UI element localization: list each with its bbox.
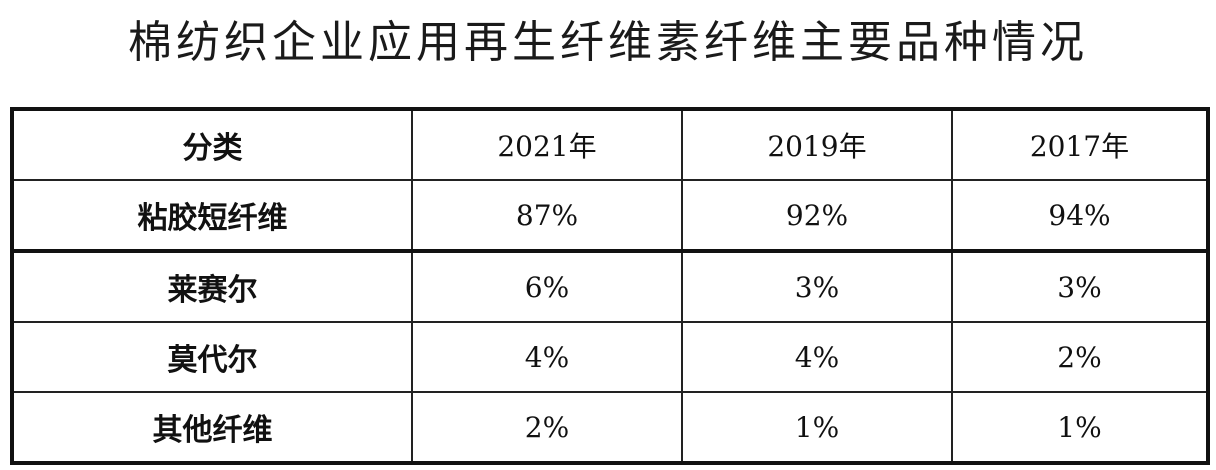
table-cell: 3%	[951, 250, 1209, 323]
data-table: 分类 2021年 2019年 2017年 粘胶短纤维 87% 92% 94% 莱赛尔 6% 3% 3%…	[10, 107, 1210, 465]
table-cell: 4%	[681, 321, 953, 393]
table-cell: 94%	[951, 179, 1209, 253]
column-header: 2021年	[411, 108, 683, 181]
row-label: 其他纤维	[11, 391, 413, 464]
table-title: 棉纺织企业应用再生纤维素纤维主要品种情况	[128, 17, 1088, 68]
table-row: 莱赛尔 6% 3% 3%	[11, 250, 1209, 323]
row-label: 莫代尔	[11, 321, 413, 393]
table-cell: 6%	[411, 250, 683, 323]
column-header: 2017年	[951, 108, 1209, 181]
table-cell: 1%	[681, 391, 953, 464]
table-cell: 87%	[411, 179, 683, 253]
row-label: 莱赛尔	[11, 250, 413, 323]
table-row: 其他纤维 2% 1% 1%	[11, 391, 1209, 464]
table-cell: 2%	[951, 321, 1209, 393]
table-cell: 3%	[681, 250, 953, 323]
table-cell: 1%	[951, 391, 1209, 464]
table-cell: 2%	[411, 391, 683, 464]
column-header: 2019年	[681, 108, 953, 181]
column-header: 分类	[11, 108, 413, 181]
table-cell: 4%	[411, 321, 683, 393]
header-row: 分类 2021年 2019年 2017年	[11, 108, 1209, 181]
table-cell: 92%	[681, 179, 953, 253]
table-row: 粘胶短纤维 87% 92% 94%	[11, 179, 1209, 253]
row-label: 粘胶短纤维	[11, 179, 413, 253]
table-row: 莫代尔 4% 4% 2%	[11, 321, 1209, 393]
